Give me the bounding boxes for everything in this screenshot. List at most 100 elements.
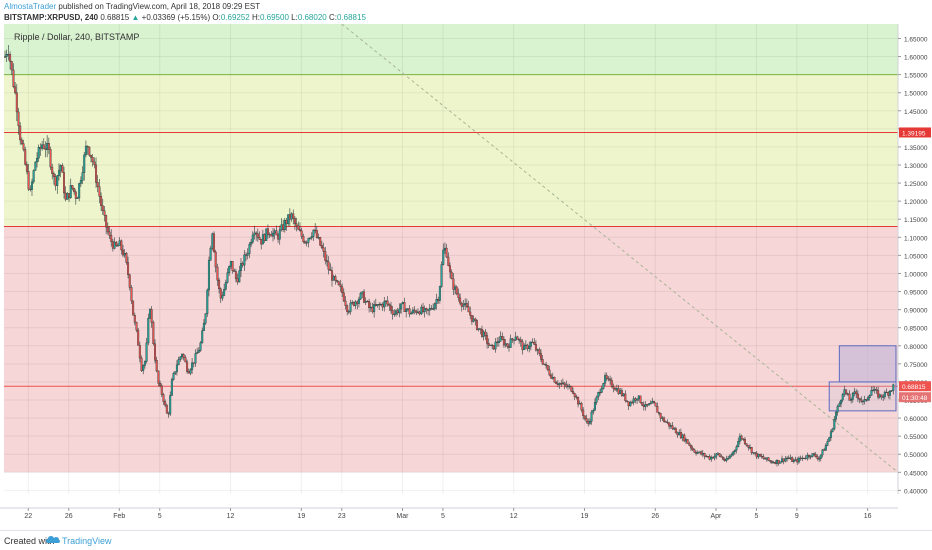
- candle-body: [775, 460, 778, 464]
- candle-body: [782, 458, 785, 462]
- candle-body: [159, 383, 162, 387]
- candle: [221, 291, 224, 301]
- candle: [133, 312, 136, 326]
- candle: [71, 184, 74, 191]
- candle: [737, 437, 740, 448]
- candle: [98, 179, 101, 204]
- candle-body: [228, 265, 231, 273]
- candle-body: [858, 397, 861, 400]
- candle: [851, 391, 854, 403]
- candle-body: [408, 308, 411, 315]
- candle-body: [437, 299, 440, 301]
- candle: [391, 305, 394, 320]
- candle: [388, 303, 391, 311]
- candle-body: [115, 241, 118, 246]
- candle-body: [742, 438, 745, 440]
- candle-body: [24, 149, 27, 165]
- y-tick-label: 1.50000: [904, 91, 928, 98]
- candle-body: [106, 226, 109, 233]
- candle-body: [374, 304, 377, 306]
- candle: [342, 288, 345, 302]
- candle-body: [157, 370, 160, 384]
- candle: [121, 244, 124, 258]
- candle: [336, 279, 339, 283]
- candle: [110, 229, 113, 247]
- candle-body: [430, 307, 433, 310]
- candle: [383, 296, 386, 312]
- candle-body: [828, 437, 831, 442]
- candle: [214, 249, 217, 273]
- candle-body: [749, 447, 752, 449]
- candle-body: [558, 383, 561, 385]
- candle-body: [433, 303, 436, 309]
- candle-body: [534, 344, 537, 351]
- candle: [474, 317, 477, 326]
- tradingview-link[interactable]: TradingView: [62, 536, 112, 546]
- candle: [657, 411, 660, 416]
- candle-body: [314, 229, 317, 231]
- candle-body: [720, 455, 723, 458]
- price-chart[interactable]: 1.650001.600001.550001.500001.450001.400…: [0, 24, 932, 530]
- candle: [888, 389, 891, 400]
- candle-body: [504, 343, 507, 346]
- candle: [293, 216, 296, 230]
- footer-divider: [0, 530, 932, 531]
- candle-body: [327, 261, 330, 270]
- candle: [127, 256, 130, 279]
- range-box[interactable]: [838, 345, 897, 383]
- candle-body: [698, 451, 701, 453]
- candle-body: [570, 386, 573, 392]
- candle: [855, 389, 858, 399]
- candle: [728, 454, 731, 459]
- candle: [19, 122, 22, 145]
- candle-body: [420, 306, 423, 315]
- candle-body: [56, 175, 59, 186]
- candle: [841, 392, 844, 403]
- candle: [632, 396, 635, 406]
- candle: [42, 138, 45, 150]
- candle: [204, 313, 207, 326]
- candle-body: [818, 458, 821, 460]
- candle-body: [201, 330, 204, 344]
- candle-body: [545, 364, 548, 366]
- candle: [89, 154, 92, 163]
- candle-body: [160, 385, 163, 395]
- candle: [625, 400, 628, 403]
- candle: [649, 400, 652, 405]
- candle-body: [261, 234, 264, 245]
- candle-body: [620, 390, 623, 396]
- candle: [266, 224, 269, 239]
- candle-body: [39, 147, 42, 149]
- candle: [814, 451, 817, 458]
- candle-body: [479, 328, 482, 330]
- candle: [610, 377, 613, 388]
- candle: [609, 375, 612, 385]
- candle-body: [376, 303, 379, 306]
- candle-body: [283, 220, 286, 231]
- open-label: O:: [212, 13, 221, 22]
- candle: [762, 454, 765, 460]
- candle-body: [575, 396, 578, 398]
- candle-body: [29, 188, 32, 191]
- candle-body: [194, 353, 197, 364]
- candle-body: [489, 344, 492, 347]
- candle: [27, 163, 30, 191]
- candle-body: [322, 247, 325, 252]
- candle-body: [683, 434, 686, 442]
- candle: [585, 414, 588, 424]
- candle: [813, 452, 816, 457]
- candle: [57, 163, 60, 181]
- candle-body: [696, 452, 699, 454]
- author-link[interactable]: AlmostaTrader: [4, 2, 57, 11]
- x-tick-label: Feb: [113, 513, 125, 520]
- candle: [860, 396, 863, 404]
- candle-body: [234, 271, 237, 279]
- candle-body: [66, 193, 69, 200]
- candle-body: [540, 353, 543, 360]
- candle-body: [829, 431, 832, 438]
- candle-body: [285, 220, 288, 225]
- candle-body: [609, 378, 612, 381]
- candle-body: [551, 377, 554, 379]
- candle-body: [266, 228, 269, 235]
- candle-body: [147, 317, 150, 344]
